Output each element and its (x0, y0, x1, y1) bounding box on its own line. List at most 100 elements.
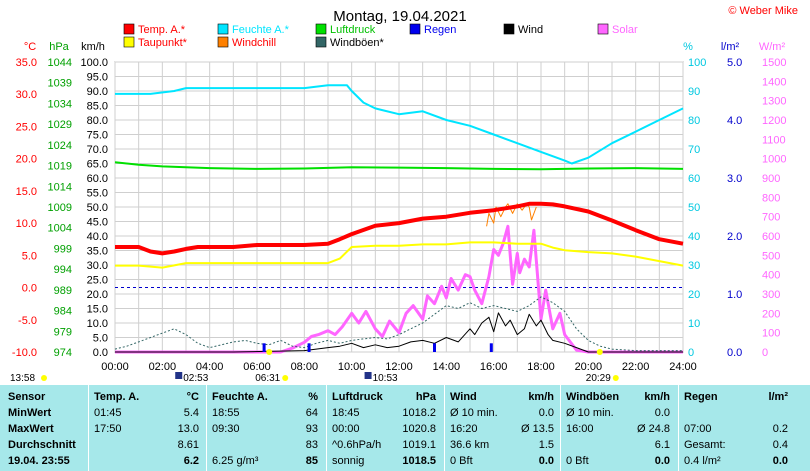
sun-icon (596, 349, 603, 355)
rain-bar (489, 343, 493, 352)
rain-bar (262, 343, 266, 352)
cell-min-press-value: 1018.2 (402, 407, 436, 419)
pressure-tick-label: 1034 (48, 98, 72, 110)
wind-tick-label: 55.0 (87, 188, 108, 200)
row-label-cur: 19.04. 23:55 (8, 455, 70, 467)
solar-tick-label: 300 (762, 289, 780, 301)
cell-max-press-value: 1020.8 (402, 423, 436, 435)
legend-swatch (315, 36, 327, 48)
legend-label: Regen (424, 24, 456, 36)
cell-avg-press-value: 1019.1 (402, 439, 436, 451)
solar-tick-label: 100 (762, 328, 780, 340)
rain-bar (433, 343, 436, 352)
cell-max-temp-time: 17:50 (94, 423, 122, 435)
humidity-tick-label: 70 (688, 144, 700, 156)
humidity-tick-label: 80 (688, 115, 700, 127)
cell-max-gust-value: Ø 24.8 (636, 423, 670, 435)
cell-min-press-time: 18:45 (332, 407, 360, 419)
table-divider (88, 385, 89, 471)
cell-max-hum-time: 09:30 (212, 423, 240, 435)
legend-label: Windböen* (330, 37, 385, 49)
wind-tick-label: 95.0 (87, 72, 108, 84)
legend-label: Luftdruck (330, 24, 376, 36)
wind-tick-label: 25.0 (87, 275, 108, 287)
pressure-tick-label: 979 (54, 326, 72, 338)
x-tick-label: 24:00 (669, 361, 697, 373)
solar-tick-label: 200 (762, 308, 780, 320)
humidity-tick-label: 20 (688, 289, 700, 301)
humidity-tick-label: 10 (688, 318, 700, 330)
legend-swatch (503, 23, 515, 35)
humidity-tick-label: 60 (688, 173, 700, 185)
x-tick-label: 02:00 (149, 361, 177, 373)
temp-tick-label: 35.0 (16, 57, 37, 69)
chart-grid (114, 61, 684, 353)
rain-tick-label: 3.0 (727, 173, 742, 185)
cell-cur-rain-value: 0.0 (772, 455, 788, 467)
legend-swatch (217, 23, 229, 35)
cell-cur-wind-time: 0 Bft (450, 455, 473, 467)
cell-cur-press-value: 1018.5 (402, 455, 436, 467)
rain-bar (307, 343, 311, 352)
table-divider (560, 385, 561, 471)
cell-cur-gust-time: 0 Bft (566, 455, 589, 467)
weather-chart: 35.030.025.020.015.010.05.00.0-5.0-10.01… (10, 5, 798, 384)
moonset-label: 10:53 (373, 373, 398, 384)
wind-tick-label: 35.0 (87, 246, 108, 258)
cell-min-wind-time: Ø 10 min. (450, 407, 498, 419)
header-unit-press: hPa (415, 391, 436, 403)
solar-tick-label: 900 (762, 173, 780, 185)
pressure-tick-label: 989 (54, 285, 72, 297)
moon-icon (364, 372, 372, 379)
solar-tick-label: 600 (762, 231, 780, 243)
wind-tick-label: 40.0 (87, 231, 108, 243)
temp-tick-label: 0.0 (22, 283, 37, 295)
dewpoint-line (115, 241, 684, 269)
humidity-tick-label: 0 (688, 347, 694, 359)
pressure-line (114, 161, 684, 171)
pressure-tick-label: 984 (54, 306, 72, 318)
solar-tick-label: 700 (762, 212, 780, 224)
pressure-tick-label: 1019 (48, 161, 72, 173)
pressure-tick-label: 1039 (48, 78, 72, 90)
rain-tick-label: 2.0 (727, 231, 742, 243)
moonrise-label: 02:53 (183, 373, 208, 384)
pressure-tick-label: 1009 (48, 202, 72, 214)
rain-tick-label: 4.0 (727, 115, 742, 127)
cell-cur-rain-time: 0.4 l/m² (684, 455, 721, 467)
row-label-max: MaxWert (8, 423, 54, 435)
cell-max-gust-time: 16:00 (566, 423, 594, 435)
wind-tick-label: 10.0 (87, 318, 108, 330)
legend-swatch (123, 36, 135, 48)
solar-line (115, 224, 683, 354)
moon-icon (175, 372, 183, 379)
wind-tick-label: 70.0 (87, 144, 108, 156)
stats-table: Sensor Temp. A. °C Feuchte A.% Luftdruck hPa W… (0, 385, 810, 471)
x-tick-label: 04:00 (196, 361, 224, 373)
cell-max-rain-time: 07:00 (684, 423, 712, 435)
solar-unit: W/m² (759, 41, 786, 53)
wind-tick-label: 5.0 (93, 333, 108, 345)
sun-icon (266, 349, 273, 355)
chart-series (114, 84, 684, 354)
legend-swatch (409, 23, 421, 35)
header-unit-rain: l/m² (768, 391, 788, 403)
sunset-label: 20:29 (586, 373, 611, 384)
header-unit-wind: km/h (528, 391, 554, 403)
solar-tick-label: 1100 (762, 134, 786, 146)
cell-avg-rain-time: Gesamt: (684, 439, 726, 451)
cell-min-wind-value: 0.0 (538, 407, 554, 419)
row-label-avg: Durchschnitt (8, 439, 76, 451)
cell-min-temp-value: 5.4 (183, 407, 199, 419)
humidity-unit: % (683, 41, 693, 53)
cell-max-rain-value: 0.2 (772, 423, 788, 435)
cell-max-press-time: 00:00 (332, 423, 360, 435)
solar-tick-label: 1200 (762, 115, 786, 127)
cell-min-hum-value: 64 (305, 407, 318, 419)
wind-tick-label: 20.0 (87, 289, 108, 301)
pressure-tick-label: 1024 (48, 140, 72, 152)
solar-tick-label: 0 (762, 347, 768, 359)
pressure-tick-label: 1029 (48, 119, 72, 131)
wind-tick-label: 15.0 (87, 304, 108, 316)
wind-tick-label: 80.0 (87, 115, 108, 127)
